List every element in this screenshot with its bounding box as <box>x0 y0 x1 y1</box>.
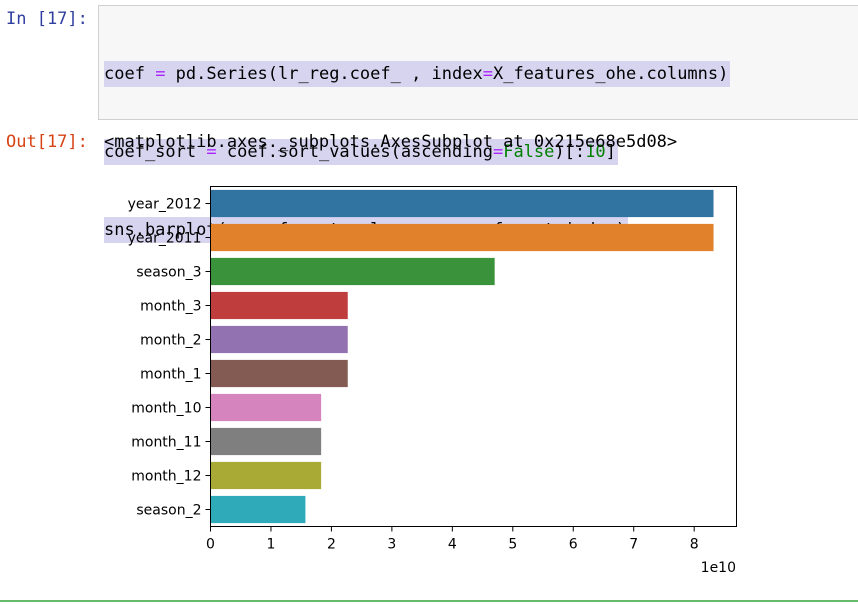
x-tick-label: 3 <box>387 537 396 553</box>
y-tick-label: month_10 <box>131 401 201 417</box>
x-tick-label: 2 <box>327 537 336 553</box>
y-tick-label: month_2 <box>140 333 201 349</box>
bar-month_12 <box>210 461 322 490</box>
bar-month_11 <box>210 427 322 456</box>
bar-month_10 <box>210 393 322 422</box>
bar-month_1 <box>210 359 348 388</box>
y-tick-label: month_3 <box>140 299 201 315</box>
bar-season_2 <box>210 495 306 524</box>
code-line-3: sns.barplot(x=coef_sort.values , y=coef_… <box>104 217 629 243</box>
output-text: <matplotlib.axes._subplots.AxesSubplot a… <box>104 132 678 152</box>
cell-bottom-border <box>0 600 858 602</box>
x-tick-label: 5 <box>508 537 517 553</box>
x-offset-label: 1e10 <box>701 560 736 576</box>
x-tick-label: 7 <box>629 537 638 553</box>
x-tick-label: 4 <box>448 537 457 553</box>
x-tick-label: 8 <box>690 537 699 553</box>
bar-month_2 <box>210 325 348 354</box>
output-prompt: Out[17]: <box>6 132 88 152</box>
y-tick-label: season_2 <box>136 503 201 519</box>
x-tick-label: 6 <box>569 537 578 553</box>
code-line-2: coef_sort = coef.sort_values(ascending=F… <box>104 139 618 165</box>
y-tick-label: month_1 <box>140 367 201 383</box>
y-tick-label: month_11 <box>131 435 201 451</box>
bar-month_3 <box>210 291 348 320</box>
x-tick-label: 0 <box>206 537 215 553</box>
y-tick-label: month_12 <box>131 469 201 485</box>
code-line-1: coef = pd.Series(lr_reg.coef_ , index=X_… <box>104 61 731 87</box>
x-tick-label: 1 <box>266 537 275 553</box>
input-prompt: In [17]: <box>6 9 88 29</box>
